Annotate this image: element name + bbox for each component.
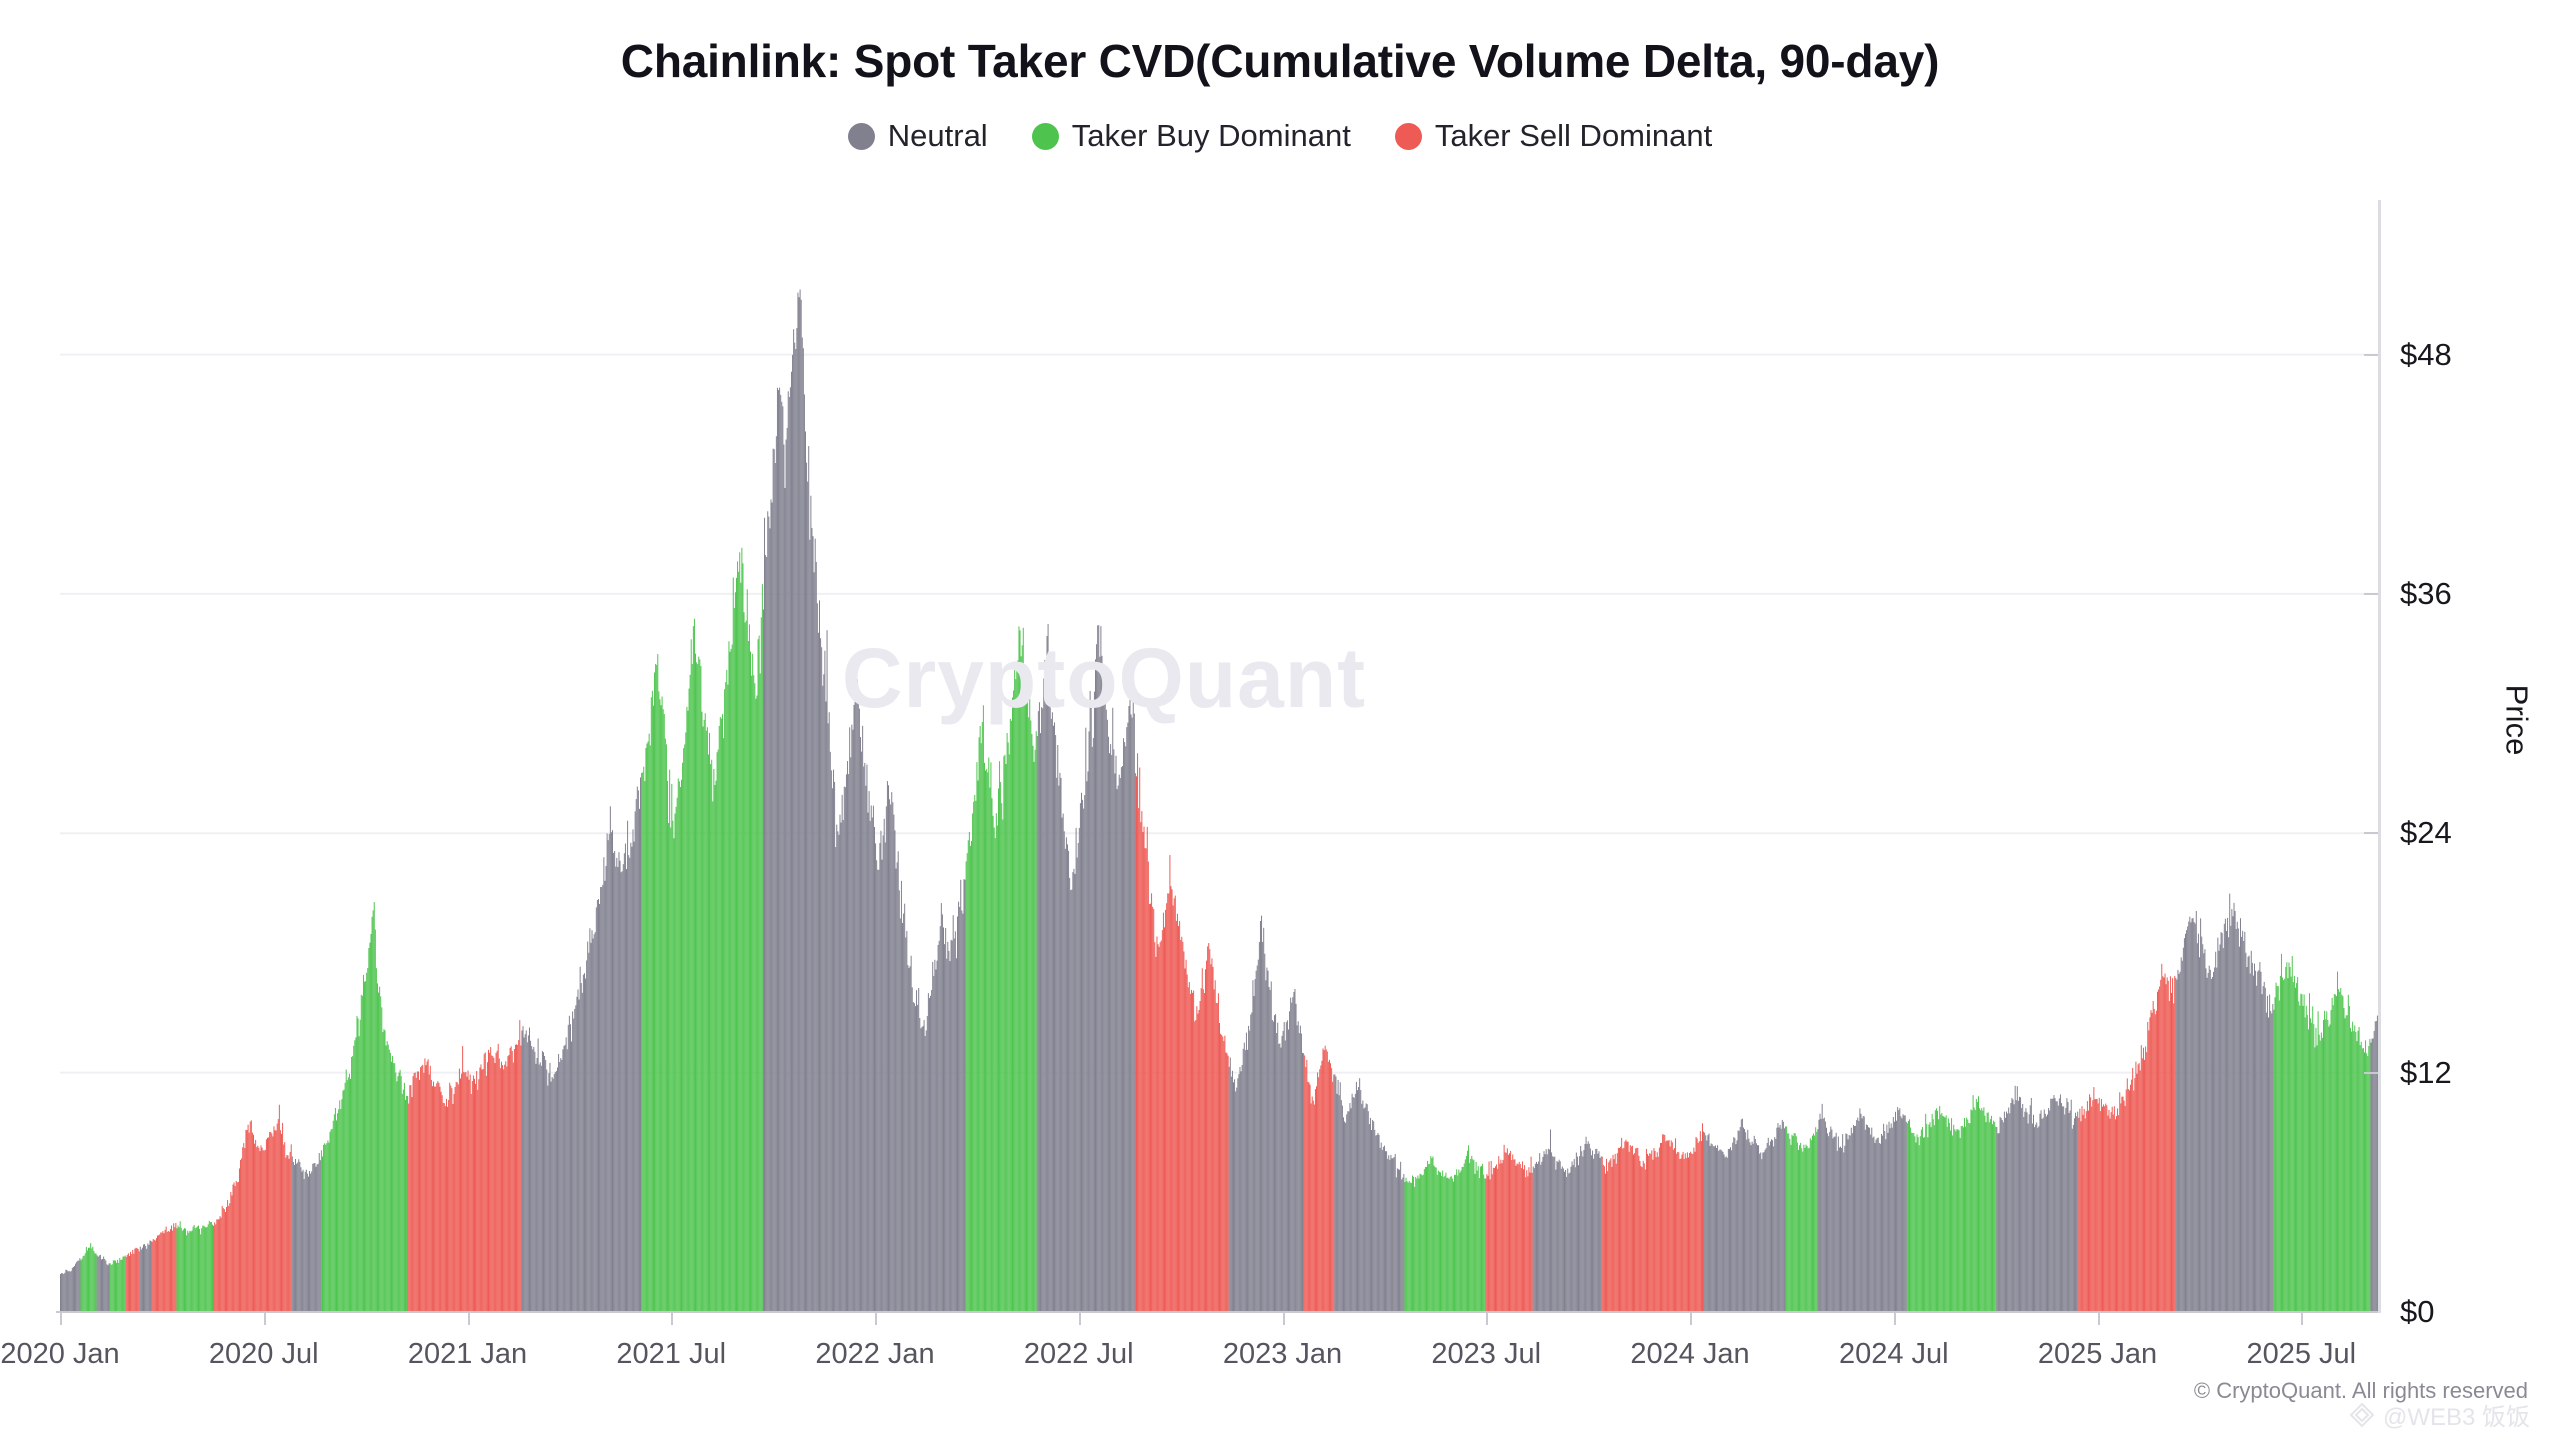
y-tick-mark [2364,1311,2378,1313]
x-tick-label: 2022 Jan [815,1338,935,1370]
x-tick-label: 2021 Jul [616,1338,727,1370]
corner-watermark: @WEB3 饭饭 [2349,1397,2530,1432]
legend-label-sell: Taker Sell Dominant [1434,118,1713,153]
legend-item-sell[interactable]: Taker Sell Dominant [1394,118,1713,154]
y-tick-mark [2364,353,2378,356]
legend-swatch-neutral [847,122,875,150]
x-tick-label: 2025 Jan [2037,1338,2158,1370]
plot-area: CryptoQuant [60,195,2378,1312]
x-tick-label: 2021 Jan [407,1338,528,1370]
x-tick-mark [1893,1311,1896,1325]
y-tick-label: $0 [2400,1294,2435,1329]
x-tick-label: 2020 Jul [208,1338,319,1370]
copyright-text: © CryptoQuant. All rights reserved [2193,1378,2528,1403]
x-tick-label: 2024 Jul [1838,1338,1949,1370]
x-tick-mark [671,1311,674,1325]
x-tick-label: 2022 Jul [1023,1338,1134,1370]
legend-swatch-sell [1394,122,1422,150]
x-tick-mark [1282,1311,1285,1325]
legend-item-neutral[interactable]: Neutral [847,118,988,154]
x-tick-label: 2020 Jan [0,1338,120,1370]
legend-label-neutral: Neutral [887,118,988,153]
diamond-icon [2349,1402,2375,1427]
price-bars [60,289,2378,1312]
x-tick-label: 2024 Jan [1630,1338,1750,1370]
legend-swatch-buy [1031,122,1059,150]
x-tick-mark [1486,1311,1489,1325]
x-tick-label: 2025 Jul [2246,1338,2357,1370]
x-tick-mark [2301,1311,2304,1325]
legend-label-buy: Taker Buy Dominant [1071,118,1351,153]
y-tick-label: $36 [2400,575,2452,611]
x-axis-line [56,1311,2378,1313]
x-tick-mark [263,1311,266,1325]
x-tick-mark [60,1311,62,1325]
y-axis-label: Price [2499,684,2535,756]
x-tick-label: 2023 Jul [1431,1338,1542,1370]
bars-svg [60,289,2378,1312]
x-tick-mark [875,1311,877,1325]
chart-title: Chainlink: Spot Taker CVD(Cumulative Vol… [620,35,1940,87]
x-tick-mark [2097,1311,2100,1325]
legend-item-buy[interactable]: Taker Buy Dominant [1031,118,1351,154]
corner-watermark-text: @WEB3 饭饭 [2382,1404,2530,1431]
y-tick-mark [2364,592,2378,595]
y-tick-label: $48 [2400,336,2452,372]
y-tick-mark [2364,1071,2378,1074]
y-tick-mark [2364,832,2378,835]
y-tick-label: $12 [2400,1054,2452,1090]
x-tick-mark [1690,1311,1693,1325]
gridlines [60,355,2378,1073]
x-tick-label: 2023 Jan [1222,1338,1343,1370]
y-tick-label: $24 [2400,815,2452,851]
y-axis-line [2378,200,2381,1313]
x-tick-mark [467,1311,470,1325]
chart-legend: Neutral Taker Buy Dominant Taker Sell Do… [0,118,2560,154]
x-tick-mark [1078,1311,1081,1325]
